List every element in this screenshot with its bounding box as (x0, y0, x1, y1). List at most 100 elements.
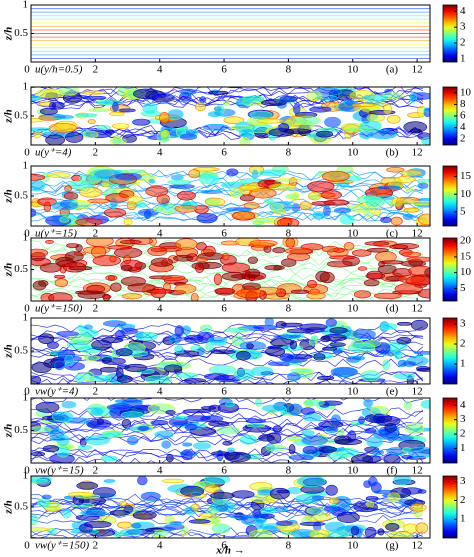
contour-blob (179, 133, 198, 141)
contour-blob (80, 90, 106, 95)
contour-blob (196, 212, 218, 224)
contour-blob (106, 403, 131, 411)
x-tick-label: 10 (347, 303, 359, 315)
contour-blob (391, 197, 404, 207)
contour-blob (358, 416, 365, 425)
colorbar-tick-label: 10 (460, 188, 472, 200)
contour-blob (83, 520, 112, 528)
contour-blob (109, 111, 125, 117)
contour-blob (175, 372, 198, 379)
contour-blob (231, 490, 255, 499)
contour-blob (145, 185, 169, 197)
contour-blob (249, 188, 277, 199)
colorbar (442, 165, 458, 227)
contour-blob (285, 238, 296, 248)
contour-blob (199, 324, 213, 332)
contour-blob (68, 266, 93, 271)
y-tick-label: 0.5 (14, 424, 28, 436)
colorbar-tick-label: 2 (460, 494, 466, 506)
x-tick-label: 12 (412, 303, 423, 315)
contour-blob (365, 496, 379, 501)
contour-blob (287, 403, 303, 416)
contour-blob (252, 324, 278, 330)
colorbar (442, 4, 458, 63)
contour-blob (156, 194, 170, 204)
contour-blob (260, 507, 276, 515)
contour-blob (275, 178, 303, 183)
x-tick-label: 0 (24, 303, 30, 315)
contour-blob (109, 510, 130, 516)
contour-blob (332, 349, 344, 354)
contour-blob (265, 346, 286, 357)
contour-blob (75, 494, 101, 499)
contour-blob (371, 449, 385, 456)
contour-blob (397, 359, 408, 368)
contour-blob (120, 327, 138, 335)
contour-blob (216, 450, 224, 462)
contour-blob (126, 436, 139, 446)
contour-blob (167, 179, 192, 185)
panel-label: (d) (386, 303, 399, 315)
contour-blob (176, 190, 196, 201)
contour-blob (393, 476, 412, 486)
contour-blob (377, 528, 385, 536)
contour-blob (300, 407, 315, 415)
contour-blob (256, 118, 284, 124)
contour-blob (386, 531, 414, 538)
x-tick-label: 6 (221, 228, 227, 240)
field-label: u(y⁺=150) (35, 303, 83, 315)
y-tick-label: 0.5 (14, 27, 28, 39)
contour-blob (322, 333, 347, 342)
contour-blob (365, 501, 375, 508)
x-tick-label: 8 (286, 64, 292, 76)
contour-blob (343, 242, 355, 251)
panel-label: (e) (386, 386, 399, 398)
y-tick-label: 1 (23, 81, 29, 93)
contour-blob (353, 290, 372, 299)
x-axis-label: x/h → (215, 545, 244, 557)
colorbar (442, 475, 458, 539)
field-label: vw(y⁺=15) (35, 465, 84, 477)
contour-blob (269, 487, 290, 500)
contour-blob (118, 108, 136, 113)
x-tick-label: 6 (221, 147, 227, 159)
contour-line (31, 410, 424, 422)
contour-blob (397, 321, 412, 326)
field-label: vw(y⁺=150) (35, 540, 89, 552)
contour-blob (102, 430, 124, 438)
colorbar-tick-label: 6 (460, 110, 466, 122)
contour-blob (252, 508, 262, 519)
contour-blob (329, 497, 340, 504)
contour-blob (394, 176, 416, 183)
field-label: u(y⁺=15) (35, 228, 77, 240)
x-tick-label: 4 (157, 386, 163, 398)
contour-blob (423, 107, 430, 113)
x-tick-label: 4 (157, 64, 163, 76)
contour-blob (48, 292, 73, 301)
contour-blob (229, 188, 243, 199)
contour-blob (407, 446, 430, 458)
contour-blob (363, 480, 372, 488)
contour-blob (123, 218, 133, 226)
contour-blob (42, 445, 60, 453)
y-tick-label: 1 (23, 0, 29, 11)
x-tick-label: 10 (347, 386, 359, 398)
contour-blob (396, 336, 412, 345)
x-tick-label: 10 (347, 540, 359, 552)
contour-blob (225, 401, 235, 408)
y-tick-label: 1 (23, 470, 29, 482)
contour-blob (324, 116, 341, 128)
contour-blob (302, 445, 318, 455)
x-tick-label: 4 (157, 303, 163, 315)
contour-blob (137, 208, 159, 217)
colorbar-tick-label: 15 (460, 170, 472, 182)
panel: 0 2 4 6 8 10 120.51z/hvw(y⁺=150) (g)x/h →123 (3, 470, 466, 557)
contour-blob (150, 257, 173, 267)
contour-blob (380, 216, 392, 223)
contour-blob (82, 371, 95, 382)
colorbar (442, 317, 458, 385)
x-tick-label: 2 (93, 147, 99, 159)
x-tick-label: 6 (221, 465, 227, 477)
contour-blob (319, 271, 335, 284)
